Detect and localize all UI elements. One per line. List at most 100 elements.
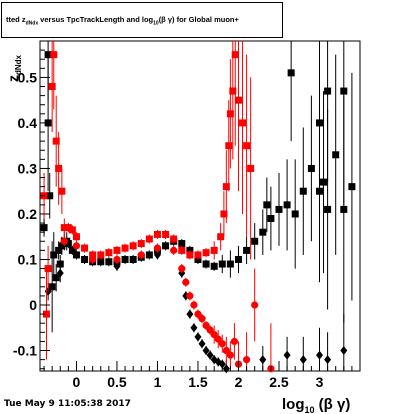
data-point <box>340 314 348 371</box>
x-axis-label: log10 (β γ) <box>282 396 350 414</box>
y-tick-label: 0 <box>29 297 37 313</box>
chart-title: tted zdNdx versus TpcTrackLength and log… <box>6 15 239 27</box>
x-tick-label: 2.5 <box>269 374 289 390</box>
data-point <box>113 245 121 255</box>
data-point <box>145 234 153 244</box>
y-tick-label: 0.2 <box>18 206 38 222</box>
data-point <box>190 323 198 333</box>
data-point <box>170 245 178 255</box>
data-point <box>56 264 64 283</box>
data-point <box>121 254 129 265</box>
data-point <box>348 72 356 301</box>
data-point <box>226 250 234 278</box>
title-part-3: (β γ) for Global muon+ <box>158 15 239 24</box>
data-point <box>81 254 89 265</box>
data-point <box>210 261 218 271</box>
data-point <box>68 245 76 255</box>
data-point <box>283 159 291 251</box>
data-point <box>198 314 206 324</box>
data-point <box>218 334 226 353</box>
data-point <box>247 77 255 260</box>
data-point <box>60 218 68 237</box>
y-tick-label: 0.5 <box>18 69 38 85</box>
data-point <box>44 245 52 292</box>
data-point <box>320 91 328 274</box>
y-tick-label: 0.4 <box>18 115 38 131</box>
x-tick-label: 0 <box>73 374 81 390</box>
data-point <box>332 54 340 255</box>
data-point <box>206 350 214 360</box>
data-point <box>202 259 210 269</box>
axis-ticks <box>40 49 353 371</box>
x-tick-label: 3 <box>316 374 324 390</box>
data-point <box>251 223 259 260</box>
title-part-2: versus TpcTrackLength and log <box>38 15 154 24</box>
plot-frame <box>39 40 361 372</box>
data-point <box>58 168 66 214</box>
data-point <box>89 254 97 265</box>
timestamp: Tue May 9 11:05:38 2017 <box>4 399 131 409</box>
data-point <box>52 264 60 292</box>
data-point <box>153 229 161 239</box>
data-point <box>315 41 323 214</box>
data-point <box>68 225 76 235</box>
data-point <box>162 229 170 239</box>
x-tick-label: 1.5 <box>188 374 208 390</box>
data-point <box>243 54 251 237</box>
data-point <box>194 250 202 260</box>
data-point <box>72 241 81 251</box>
data-point <box>40 218 48 237</box>
data-point <box>340 41 348 205</box>
data-point <box>145 250 153 260</box>
data-point <box>162 241 170 251</box>
data-point <box>50 232 58 278</box>
data-point <box>64 223 72 233</box>
data-point <box>226 59 234 169</box>
data-point <box>324 41 332 183</box>
data-point <box>226 341 234 369</box>
data-marks <box>40 41 356 374</box>
data-point <box>218 254 226 274</box>
data-point <box>190 300 198 310</box>
data-point <box>231 41 239 146</box>
data-point <box>182 277 190 287</box>
title-sub-2: 10 <box>153 20 159 27</box>
data-point <box>60 236 68 246</box>
y-tick-label: 0.1 <box>18 251 38 267</box>
data-point <box>239 41 247 214</box>
data-point <box>137 250 145 260</box>
data-point <box>263 177 271 233</box>
data-point <box>105 248 113 258</box>
data-point <box>97 250 105 260</box>
data-point <box>170 234 178 244</box>
y-axis-label: zdNdx <box>5 54 23 82</box>
data-point <box>105 257 113 267</box>
data-point <box>44 41 52 101</box>
data-point <box>307 95 315 242</box>
data-point <box>202 248 210 258</box>
data-point <box>198 339 206 349</box>
data-point <box>230 323 239 360</box>
data-point <box>129 254 137 265</box>
data-point <box>202 345 210 356</box>
x-tick-label: 0.5 <box>107 374 127 390</box>
data-point <box>186 250 194 260</box>
y-tick-label: 0.3 <box>18 160 38 176</box>
data-point <box>46 173 54 219</box>
data-point <box>291 159 299 269</box>
data-point <box>72 250 80 260</box>
data-point <box>267 186 275 251</box>
data-point <box>113 254 121 265</box>
data-point <box>299 127 307 255</box>
tick-labels: 0 0.5 1 1.5 2 2.5 3 -0.1 0 0.1 0.2 0.3 0.4 0.5 <box>13 69 324 390</box>
x-tick-label: 1 <box>154 374 162 390</box>
data-point <box>283 336 291 371</box>
data-point <box>229 41 237 160</box>
data-point <box>210 241 218 260</box>
data-point <box>217 223 225 251</box>
data-point <box>259 209 267 255</box>
data-point <box>234 41 242 192</box>
y-tick-label: -0.1 <box>13 343 37 359</box>
data-point <box>251 268 259 342</box>
